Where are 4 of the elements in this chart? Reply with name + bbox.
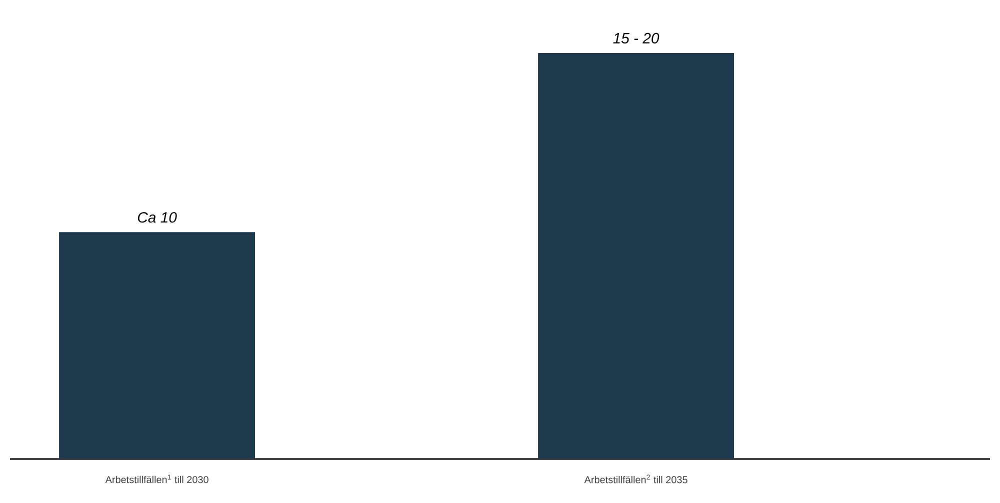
data-label: Ca 10 (138, 212, 177, 223)
x-tick-label: Arbetstillfällen$^{2}$ till 2035 (584, 474, 688, 484)
data-label: 15 - 20 (613, 32, 660, 44)
x-tick-label: Arbetstillfällen$^{1}$ till 2030 (105, 474, 208, 484)
